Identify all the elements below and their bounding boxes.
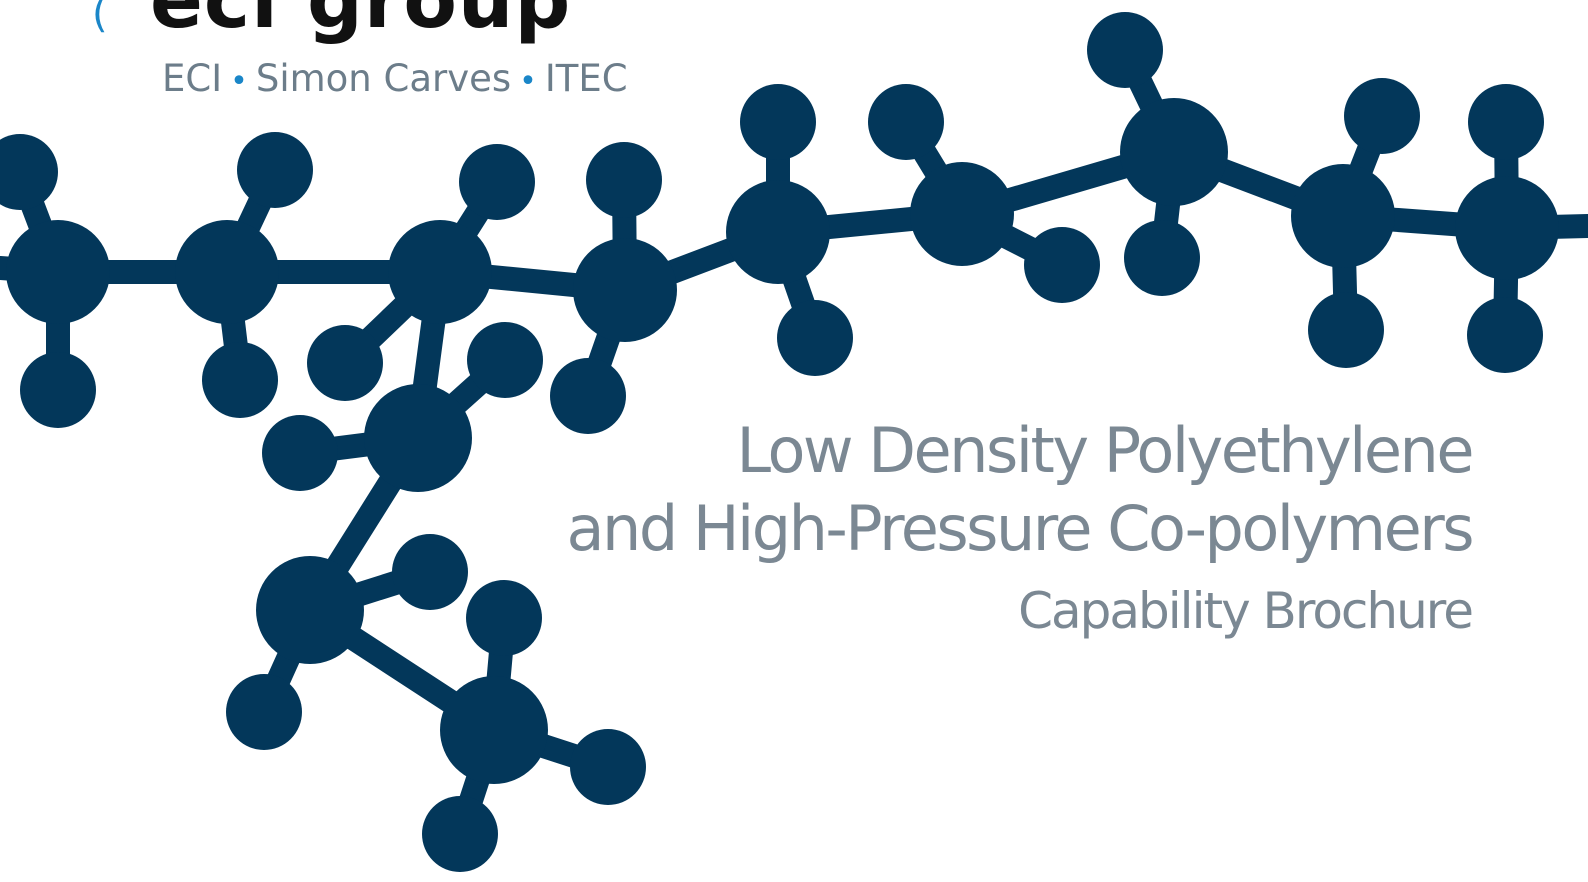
hydrogen-atom xyxy=(237,132,313,208)
company-logo: eci group xyxy=(150,0,572,46)
carbon-atom xyxy=(175,220,279,324)
tagline-separator: • xyxy=(519,64,537,99)
carbon-atom xyxy=(440,676,548,784)
hydrogen-atom xyxy=(1024,227,1100,303)
hydrogen-atom xyxy=(202,342,278,418)
tagline-separator: • xyxy=(230,64,248,99)
hydrogen-atom xyxy=(1124,220,1200,296)
carbon-atom xyxy=(256,556,364,664)
tagline-item-itec: ITEC xyxy=(544,57,628,100)
carbon-atom xyxy=(573,238,677,342)
hydrogen-atom xyxy=(1468,84,1544,160)
hydrogen-atom xyxy=(1308,292,1384,368)
carbon-atom xyxy=(364,384,472,492)
hydrogen-atom xyxy=(570,729,646,805)
hydrogen-atom xyxy=(262,415,338,491)
tagline-item-eci: ECI xyxy=(162,57,223,100)
logo-arc-icon: ( xyxy=(92,0,108,37)
carbon-atom xyxy=(388,220,492,324)
hydrogen-atom xyxy=(0,134,58,210)
hydrogen-atom xyxy=(550,358,626,434)
title-line-2: and High-Pressure Co-polymers xyxy=(566,492,1475,565)
tagline-item-simon-carves: Simon Carves xyxy=(255,57,512,100)
hydrogen-atom xyxy=(20,352,96,428)
hydrogen-atom xyxy=(586,142,662,218)
hydrogen-atom xyxy=(467,322,543,398)
brochure-subtitle: Capability Brochure xyxy=(1018,582,1474,640)
hydrogen-atom xyxy=(466,580,542,656)
title-line-1: Low Density Polyethylene xyxy=(736,414,1475,487)
company-tagline: ECI • Simon Carves • ITEC xyxy=(162,60,628,97)
carbon-atom xyxy=(1120,98,1228,206)
hydrogen-atom xyxy=(868,84,944,160)
hydrogen-atom xyxy=(459,144,535,220)
brochure-title-block: Low Density Polyethylene and High-Pressu… xyxy=(566,412,1475,642)
hydrogen-atom xyxy=(777,300,853,376)
carbon-atom xyxy=(910,162,1014,266)
carbon-atom xyxy=(726,180,830,284)
hydrogen-atom xyxy=(392,534,468,610)
hydrogen-atom xyxy=(1087,12,1163,88)
hydrogen-atom xyxy=(1344,78,1420,154)
hydrogen-atom xyxy=(740,84,816,160)
hydrogen-atom xyxy=(226,674,302,750)
hydrogen-atom xyxy=(422,796,498,872)
carbon-atom xyxy=(1455,176,1559,280)
carbon-atom xyxy=(1291,164,1395,268)
hydrogen-atom xyxy=(307,325,383,401)
carbon-atom xyxy=(6,220,110,324)
hydrogen-atom xyxy=(1467,297,1543,373)
